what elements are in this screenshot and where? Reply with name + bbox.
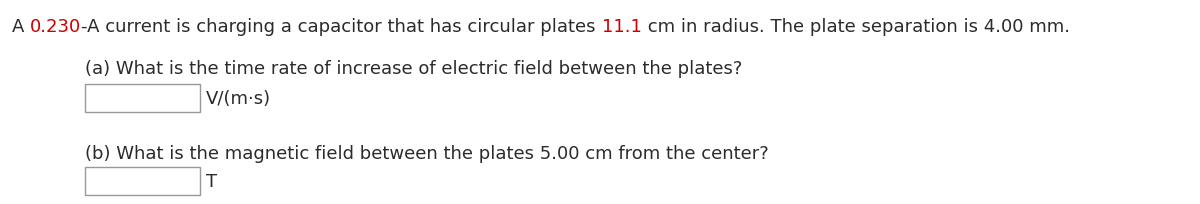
Text: V/(m·s): V/(m·s) [206,90,271,108]
Text: -A current is charging a capacitor that has circular plates: -A current is charging a capacitor that … [82,18,601,36]
Text: (b) What is the magnetic field between the plates 5.00 cm from the center?: (b) What is the magnetic field between t… [85,144,769,162]
Text: T: T [206,172,217,190]
Text: 11.1: 11.1 [601,18,642,36]
Text: cm in radius. The plate separation is 4.00 mm.: cm in radius. The plate separation is 4.… [642,18,1069,36]
Bar [85,167,200,195]
Bar [85,85,200,112]
Text: A: A [12,18,30,36]
Text: 0.230: 0.230 [30,18,82,36]
Text: (a) What is the time rate of increase of electric field between the plates?: (a) What is the time rate of increase of… [85,60,743,78]
